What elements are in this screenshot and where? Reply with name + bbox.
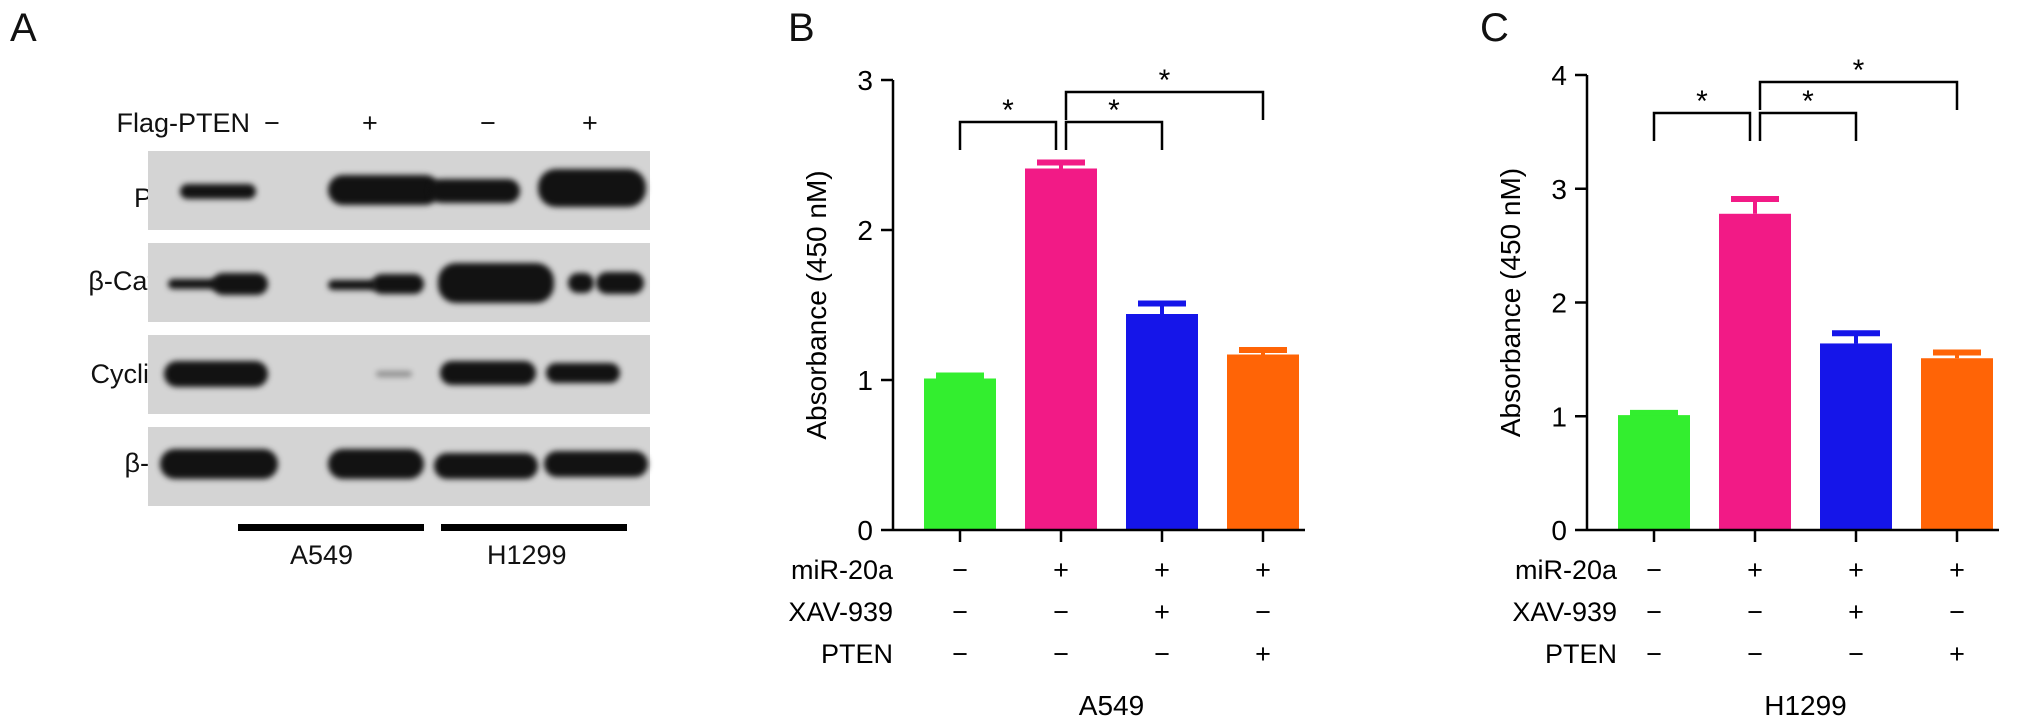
chart-b-y-axis-label: Absorbance (450 nM)	[801, 170, 832, 439]
chart-b-treatment-1-sign-4: +	[1255, 555, 1271, 585]
chart-c-bar-3	[1820, 343, 1892, 530]
chart-b-treatment-1-sign-3: +	[1154, 555, 1170, 585]
blot-strip-cyclin-d1	[148, 335, 650, 414]
chart-b-bar-3	[1126, 314, 1198, 530]
chart-c-bar-2	[1719, 213, 1791, 530]
chart-b-x-axis-label: A549	[1079, 690, 1144, 721]
chart-b-y-tick-label-2: 2	[857, 215, 873, 246]
chart-c-treatment-2-sign-3: +	[1848, 597, 1864, 627]
chart-c-treatment-label-1: miR-20a	[1515, 555, 1618, 585]
chart-c-sig-star-1: *	[1696, 85, 1708, 118]
chart-b-treatment-2-sign-1: −	[952, 597, 968, 627]
flag-sign-3: −	[480, 108, 496, 138]
chart-c-treatment-1-sign-3: +	[1848, 555, 1864, 585]
chart-c-sig-star-3: *	[1853, 54, 1865, 87]
chart-c-treatment-1-sign-1: −	[1646, 555, 1662, 585]
chart-c-y-tick-label-0: 0	[1551, 515, 1567, 546]
flag-sign-1: −	[264, 108, 280, 138]
chart-c-treatment-3-sign-2: −	[1747, 639, 1763, 669]
flag-sign-4: +	[582, 108, 598, 138]
chart-b-treatment-3-sign-2: −	[1053, 639, 1069, 669]
chart-b-y-tick-label-3: 3	[857, 65, 873, 96]
chart-b-sig-star-1: *	[1002, 94, 1014, 127]
chart-c-treatment-label-3: PTEN	[1545, 639, 1617, 669]
chart-b-treatment-3-sign-1: −	[952, 639, 968, 669]
flag-sign-2: +	[362, 108, 378, 138]
chart-c-y-axis-label: Absorbance (450 nM)	[1495, 168, 1526, 437]
chart-c-treatment-3-sign-4: +	[1949, 639, 1965, 669]
chart-b-y-tick-label-1: 1	[857, 365, 873, 396]
chart-c-treatment-2-sign-1: −	[1646, 597, 1662, 627]
a549-lane-bar	[238, 524, 424, 531]
chart-c-treatment-3-sign-3: −	[1848, 639, 1864, 669]
chart-b-treatment-2-sign-3: +	[1154, 597, 1170, 627]
chart-b-y-tick-label-0: 0	[857, 515, 873, 546]
chart-c-treatment-label-2: XAV-939	[1512, 597, 1617, 627]
chart-c-y-tick-label-3: 3	[1551, 174, 1567, 205]
chart-b-sig-bracket-3	[1064, 90, 1265, 120]
chart-c-y-tick-label-4: 4	[1551, 60, 1567, 91]
chart-c-bar-4	[1921, 358, 1993, 530]
chart-b-treatment-label-3: PTEN	[821, 639, 893, 669]
chart-c-y-tick-label-1: 1	[1551, 401, 1567, 432]
blot-strip-beta-catenin	[148, 243, 650, 322]
chart-c-treatment-2-sign-2: −	[1747, 597, 1763, 627]
chart-b-bar-2	[1025, 168, 1097, 530]
chart-b-treatment-2-sign-4: −	[1255, 597, 1271, 627]
chart-b-treatment-1-sign-2: +	[1053, 555, 1069, 585]
chart-b-treatment-1-sign-1: −	[952, 555, 968, 585]
chart-b-sig-star-2: *	[1108, 94, 1120, 127]
panel-letter-a: A	[10, 6, 37, 50]
chart-c-treatment-1-sign-4: +	[1949, 555, 1965, 585]
flag-pten-label: Flag-PTEN	[116, 108, 250, 138]
cell-line-h1299: H1299	[487, 540, 567, 570]
chart-c-x-axis-label: H1299	[1764, 690, 1847, 721]
chart-c-treatment-1-sign-2: +	[1747, 555, 1763, 585]
chart-b-treatment-2-sign-2: −	[1053, 597, 1069, 627]
chart-c-sig-bracket-1	[1652, 111, 1752, 141]
chart-c-sig-star-2: *	[1802, 85, 1814, 118]
chart-b-treatment-3-sign-3: −	[1154, 639, 1170, 669]
chart-b-bar-1	[924, 378, 996, 530]
h1299-lane-bar	[441, 524, 627, 531]
chart-b-sig-star-3: *	[1159, 64, 1171, 97]
chart-c-sig-bracket-3	[1758, 80, 1959, 110]
panel-letter-c: C	[1480, 6, 1509, 50]
chart-b-treatment-label-1: miR-20a	[791, 555, 894, 585]
chart-b-bar-4	[1227, 354, 1299, 530]
chart-c-treatment-2-sign-4: −	[1949, 597, 1965, 627]
chart-c-y-tick-label-2: 2	[1551, 288, 1567, 319]
chart-b-treatment-label-2: XAV-939	[788, 597, 893, 627]
cell-line-a549: A549	[290, 540, 354, 570]
blot-strip-beta-actin	[148, 427, 650, 506]
chart-b-treatment-3-sign-4: +	[1255, 639, 1271, 669]
chart-c-sig-bracket-2	[1758, 111, 1858, 141]
chart-c-bar-1	[1618, 415, 1690, 530]
blot-strip-pten	[148, 151, 650, 230]
chart-b-sig-bracket-1	[958, 120, 1058, 150]
chart-c-treatment-3-sign-1: −	[1646, 639, 1662, 669]
chart-b-sig-bracket-2	[1064, 120, 1164, 150]
panel-letter-b: B	[788, 6, 815, 50]
